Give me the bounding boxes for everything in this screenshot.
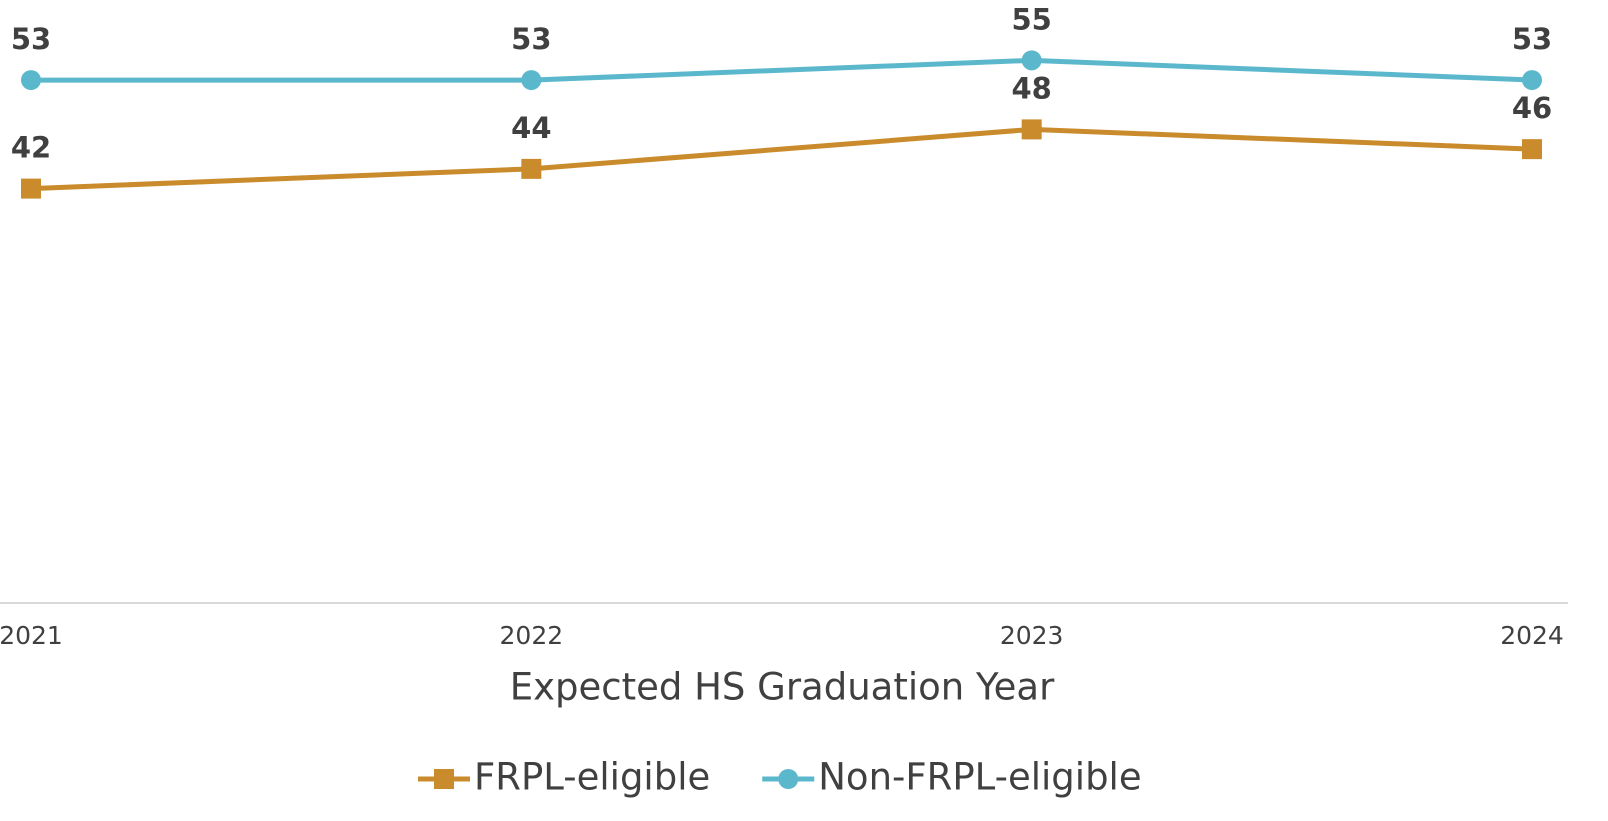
legend-label: FRPL-eligible bbox=[474, 756, 710, 799]
marker bbox=[1522, 139, 1542, 160]
x-tick-label: 2024 bbox=[1500, 621, 1564, 650]
data-label: 44 bbox=[511, 111, 551, 145]
legend-marker bbox=[778, 769, 799, 789]
marker bbox=[1021, 50, 1042, 71]
marker bbox=[1522, 70, 1542, 91]
marker bbox=[21, 70, 41, 91]
data-label: 53 bbox=[11, 22, 51, 56]
data-label: 53 bbox=[511, 22, 551, 56]
x-tick-label: 2022 bbox=[500, 621, 564, 650]
data-label: 48 bbox=[1011, 71, 1051, 105]
data-label: 53 bbox=[1512, 22, 1552, 56]
series-line bbox=[31, 57, 1533, 83]
marker bbox=[21, 178, 41, 199]
x-tick-label: 2023 bbox=[1000, 621, 1064, 650]
series-line bbox=[30, 126, 1533, 192]
marker bbox=[1021, 119, 1042, 140]
marker bbox=[521, 158, 542, 179]
x-axis-title: Expected HS Graduation Year bbox=[510, 666, 1055, 709]
legend-marker bbox=[434, 769, 454, 789]
marker bbox=[521, 70, 542, 91]
data-label: 42 bbox=[11, 131, 51, 165]
x-tick-label: 2021 bbox=[0, 621, 63, 650]
data-label: 46 bbox=[1512, 91, 1552, 125]
legend-label: Non-FRPL-eligible bbox=[818, 756, 1141, 799]
data-label: 55 bbox=[1011, 2, 1051, 36]
